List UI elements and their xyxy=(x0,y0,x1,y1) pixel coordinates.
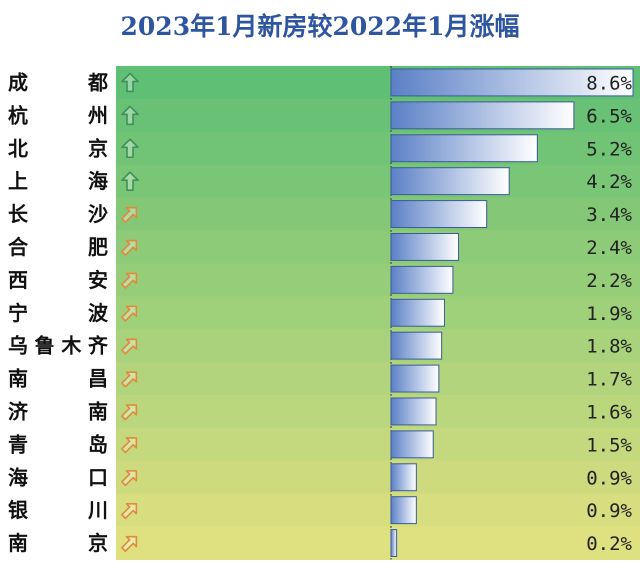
value-label: 5.2% xyxy=(586,138,632,160)
value-label: 1.9% xyxy=(586,303,632,325)
arrow-up-right-icon xyxy=(121,338,138,355)
city-label: 海 口 xyxy=(8,465,108,489)
city-label: 杭 州 xyxy=(8,103,108,127)
value-label: 1.7% xyxy=(586,369,632,391)
arrow-up-right-icon xyxy=(121,470,138,487)
value-bar xyxy=(390,167,510,196)
row-background xyxy=(116,460,640,495)
value-bar xyxy=(390,364,440,393)
city-label: 南 京 xyxy=(8,531,108,555)
city-label: 成 都 xyxy=(8,70,108,94)
arrow-up-right-icon xyxy=(121,404,138,421)
value-bar xyxy=(390,298,445,327)
value-label: 0.2% xyxy=(586,533,632,555)
value-bar xyxy=(390,265,454,294)
row-background xyxy=(116,329,640,363)
value-label: 2.4% xyxy=(586,237,632,259)
value-bar xyxy=(390,68,634,97)
value-bar xyxy=(390,233,460,261)
row-background xyxy=(116,427,640,462)
city-label: 上 海 xyxy=(8,169,108,193)
value-bar xyxy=(390,529,398,557)
arrow-up-right-icon xyxy=(121,371,138,388)
city-label: 青 岛 xyxy=(8,432,108,456)
arrow-up-right-icon xyxy=(121,502,138,520)
row-background xyxy=(116,362,640,396)
value-label: 0.9% xyxy=(586,467,632,489)
city-label: 西 安 xyxy=(8,268,108,292)
row-background xyxy=(116,263,640,297)
value-bar xyxy=(390,463,417,492)
arrow-up-icon xyxy=(121,138,139,159)
value-bar xyxy=(390,430,434,459)
city-label: 南 昌 xyxy=(8,367,108,391)
row-background xyxy=(116,230,640,264)
value-label: 8.6% xyxy=(586,72,632,94)
chart-title: 2023年1月新房较2022年1月涨幅 xyxy=(120,12,520,41)
arrow-up-right-icon xyxy=(121,206,138,223)
city-label: 银 川 xyxy=(8,498,108,522)
arrow-up-icon xyxy=(121,171,139,191)
value-label: 1.5% xyxy=(586,434,632,456)
row-background xyxy=(116,131,640,166)
value-bar xyxy=(390,397,437,426)
row-background xyxy=(116,526,640,560)
value-label: 0.9% xyxy=(586,500,632,522)
row-background xyxy=(116,164,640,199)
arrow-up-right-icon xyxy=(121,305,138,322)
row-background xyxy=(116,197,640,231)
value-bar xyxy=(390,200,488,229)
arrow-up-icon xyxy=(121,72,139,93)
row-background xyxy=(116,296,640,330)
city-label: 济 南 xyxy=(8,399,108,423)
value-bar xyxy=(390,101,575,130)
city-label: 宁 波 xyxy=(8,301,109,325)
value-label: 2.2% xyxy=(586,270,632,292)
value-label: 3.4% xyxy=(586,204,632,226)
value-label: 4.2% xyxy=(586,171,632,193)
city-label: 乌鲁木齐 xyxy=(8,334,109,358)
value-label: 1.6% xyxy=(586,401,632,423)
row-background xyxy=(116,395,640,429)
value-bar xyxy=(390,134,538,163)
arrow-up-right-icon xyxy=(121,239,138,256)
arrow-up-right-icon xyxy=(121,535,138,552)
arrow-up-right-icon xyxy=(121,437,138,454)
arrow-up-right-icon xyxy=(121,272,138,289)
city-label: 长 沙 xyxy=(8,202,108,226)
value-label: 6.5% xyxy=(586,105,632,127)
city-label: 合 肥 xyxy=(8,235,108,259)
arrow-up-icon xyxy=(121,105,139,126)
value-bar xyxy=(390,331,443,360)
row-background xyxy=(116,493,640,528)
city-label: 北 京 xyxy=(8,136,108,160)
value-label: 1.8% xyxy=(586,336,632,358)
value-bar xyxy=(390,496,417,525)
